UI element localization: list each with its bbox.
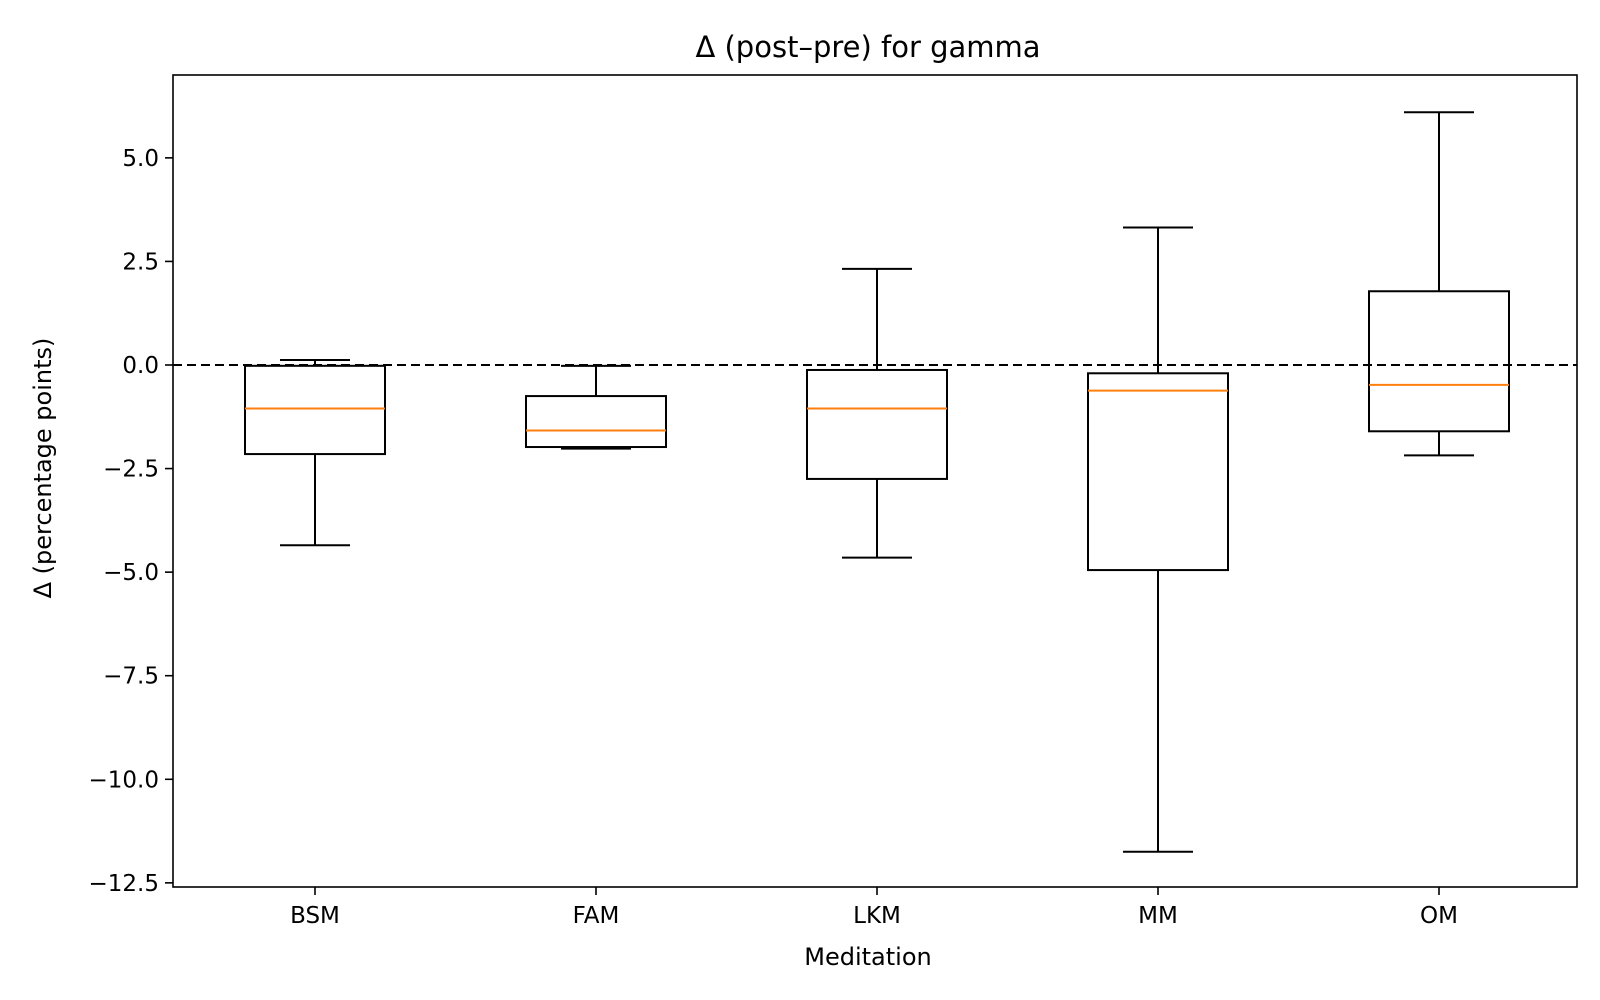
box-bsm (244, 364, 386, 456)
chart-title: Δ (post–pre) for gamma (695, 30, 1040, 64)
x-tick-label: FAM (573, 903, 620, 929)
x-axis-label: Meditation (804, 943, 931, 971)
x-tick-label: LKM (853, 903, 901, 929)
y-tick-label: 2.5 (122, 249, 159, 275)
x-tick-label: BSM (290, 903, 340, 929)
y-tick-label: −2.5 (103, 457, 159, 483)
x-tick-label: OM (1420, 903, 1458, 929)
box-lkm (806, 368, 948, 480)
box-fam (525, 395, 667, 449)
y-tick-label: −5.0 (103, 560, 159, 586)
y-tick-label: −7.5 (103, 664, 159, 690)
plot-frame (172, 74, 1578, 888)
y-axis-label: Δ (percentage points) (29, 338, 57, 599)
x-tick-label: MM (1138, 903, 1178, 929)
y-tick-label: −12.5 (89, 871, 159, 897)
y-tick-label: 5.0 (122, 146, 159, 172)
plot-area: 5.0 2.5 0.0 −2.5 −5.0 −7.5 −10.0 −12.5 BSM FAM LKM… (89, 74, 1578, 929)
box-mm (1087, 372, 1229, 572)
box-om (1368, 290, 1510, 433)
y-tick-label: −10.0 (89, 767, 159, 793)
y-tick-label: 0.0 (122, 353, 159, 379)
